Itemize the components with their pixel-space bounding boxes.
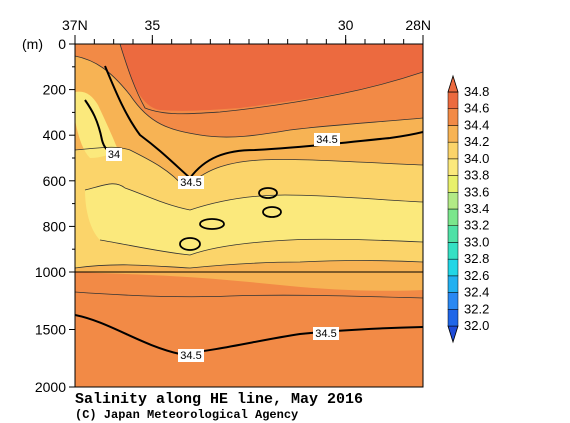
colorbar-segment [447, 192, 459, 210]
contour-label-bg [313, 327, 339, 340]
y-tick-label: 1500 [35, 322, 66, 338]
colorbar-segment [447, 141, 459, 160]
eddy-contour [262, 206, 282, 218]
y-tick-label: 800 [43, 218, 67, 234]
field-deep-band [75, 272, 423, 387]
contour-label: 34.5 [315, 328, 336, 340]
colorbar-segment [447, 309, 459, 327]
colorbar-label: 32.6 [464, 268, 489, 283]
colorbar-label: 33.0 [464, 234, 489, 249]
colorbar-segment [447, 91, 459, 109]
colorbar-label: 34.6 [464, 101, 489, 116]
contour-line [119, 44, 423, 115]
contour-line [75, 291, 423, 299]
field-surface-core [120, 44, 423, 111]
salinity-field [75, 44, 423, 387]
y-tick-label: 600 [43, 173, 67, 189]
contour-label: 34 [108, 149, 120, 161]
contour-label-bg [178, 176, 204, 189]
colorbar-label: 34.0 [464, 151, 489, 166]
depth-unit-label: (m) [22, 36, 43, 52]
x-tick-label: 35 [145, 17, 161, 33]
field-north-lens [75, 91, 118, 158]
contour-label-bg [106, 148, 122, 161]
contour-label: 34.5 [180, 350, 201, 362]
colorbar-segment [447, 242, 459, 260]
chart-title: Salinity along HE line, May 2016 [75, 391, 363, 408]
credit-text: (C) Japan Meteorological Agency [75, 408, 298, 422]
y-tick-label: 2000 [35, 379, 66, 395]
contour-line [99, 238, 423, 256]
colorbar-label: 32.0 [464, 318, 489, 333]
colorbar-segment [447, 292, 459, 310]
y-tick-label: 200 [43, 82, 67, 98]
colorbar-label: 32.4 [464, 285, 489, 300]
contour-line [75, 260, 423, 269]
colorbar-segment [447, 225, 459, 243]
x-tick-label: 37N [62, 17, 88, 33]
colorbar-label: 32.2 [464, 301, 489, 316]
contour-label: 34.5 [316, 134, 337, 146]
contour-line [75, 55, 423, 138]
colorbar-max-arrow [447, 74, 459, 93]
x-axis: 37N 35 30 28N [62, 17, 431, 44]
y-tick-label: 1000 [35, 264, 66, 280]
contour-34-5-deep [75, 314, 423, 356]
contour-line [84, 183, 423, 211]
colorbar-segment [447, 108, 459, 126]
eddy-contour [179, 237, 201, 251]
colorbar-label: 33.4 [464, 201, 489, 216]
colorbar-segment [447, 175, 459, 193]
field-low-salinity [85, 183, 423, 255]
contour-label-bg [178, 349, 204, 362]
eddy-contour [258, 187, 278, 199]
field-deep-transition [75, 272, 423, 291]
contour-34-5-upper [104, 65, 423, 180]
colorbar-segment [447, 125, 459, 143]
contour-labels: 34.5 34 34.5 34.5 34.5 [106, 133, 340, 362]
colorbar-min-arrow [447, 325, 459, 344]
y-axis: 0 200 400 600 800 1000 1500 2000 [35, 36, 75, 395]
colorbar-label: 32.8 [464, 251, 489, 266]
colorbar-label: 34.2 [464, 134, 489, 149]
contour-label: 34.5 [180, 177, 201, 189]
colorbar-label: 34.8 [464, 84, 489, 99]
contour-label-bg [314, 133, 340, 146]
colorbar-label: 33.2 [464, 218, 489, 233]
eddy-contour [199, 218, 225, 230]
colorbar: 32.0 32.232.4 32.6 32.8 33.033.2 33.4 33.633.8… [447, 74, 489, 344]
colorbar-segment [447, 158, 459, 176]
colorbar-label: 33.8 [464, 168, 489, 183]
colorbar-segment [447, 275, 459, 293]
x-tick-label: 28N [405, 17, 431, 33]
colorbar-segment [447, 258, 459, 277]
y-tick-label: 400 [43, 127, 67, 143]
y-tick-label: 0 [58, 36, 66, 52]
colorbar-segment [447, 208, 459, 226]
x-tick-label: 30 [338, 17, 354, 33]
colorbar-label: 34.4 [464, 117, 489, 132]
colorbar-label: 33.6 [464, 184, 489, 199]
